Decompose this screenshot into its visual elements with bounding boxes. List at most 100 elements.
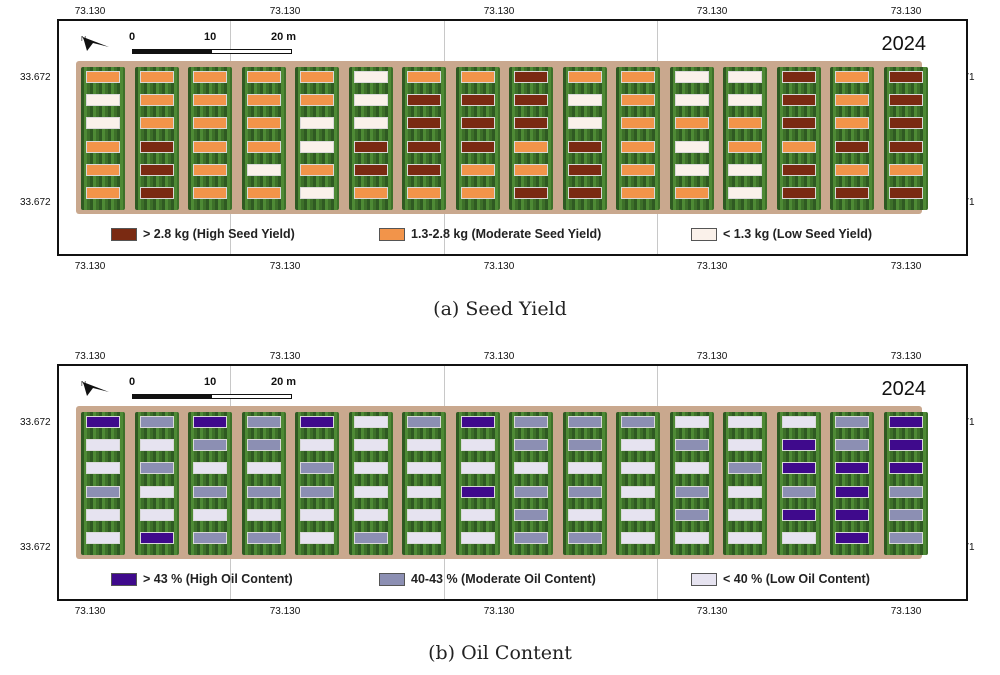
plot-cell xyxy=(353,485,388,498)
plot-cell xyxy=(567,71,602,83)
top-longitude-label: 73.130 xyxy=(890,6,922,17)
plot-cell xyxy=(300,532,334,544)
plot-cell xyxy=(407,416,441,428)
plot-column xyxy=(776,412,821,555)
plot-cell xyxy=(246,163,281,176)
plot-column xyxy=(348,412,393,555)
legend-label: > 43 % (High Oil Content) xyxy=(143,572,293,586)
map-frame: N 0 10 20 m 2024 > 43 % (High Oil Content) 40-… xyxy=(57,364,968,601)
plot-cell xyxy=(728,94,762,107)
caption-oil-content: (b) Oil Content xyxy=(428,642,572,664)
plot-cell xyxy=(567,416,602,428)
plot-cell xyxy=(835,94,869,107)
plot-cell xyxy=(139,71,174,83)
plot-column xyxy=(509,67,553,210)
legend-swatch xyxy=(379,227,405,241)
legend-item: 1.3-2.8 kg (Moderate Seed Yield) xyxy=(379,224,601,244)
plot-cell xyxy=(781,439,816,452)
plot-column xyxy=(81,412,125,555)
legend-swatch xyxy=(691,572,717,586)
plot-cell xyxy=(835,532,869,544)
plot-cell xyxy=(460,187,495,199)
plot-cell xyxy=(139,462,174,475)
plot-cell xyxy=(567,94,602,107)
plot-cell xyxy=(300,117,334,130)
plot-cell xyxy=(407,508,441,521)
plot-cell xyxy=(193,94,227,107)
plot-cell xyxy=(460,462,495,475)
plot-column xyxy=(883,412,928,555)
scale-label: 10 xyxy=(204,31,217,43)
legend-label: < 1.3 kg (Low Seed Yield) xyxy=(723,227,873,241)
plot-cell xyxy=(888,508,923,521)
plot-cell xyxy=(407,140,441,153)
year-label: 2024 xyxy=(881,378,927,400)
plot-cell xyxy=(353,94,388,107)
plot-cell xyxy=(835,485,869,498)
plot-cell xyxy=(621,416,655,428)
plot-cell xyxy=(621,485,655,498)
scale-label: 20 m xyxy=(271,31,297,43)
plot-cell xyxy=(460,94,495,107)
legend-item: > 2.8 kg (High Seed Yield) xyxy=(111,224,295,244)
bottom-longitude-label: 73.130 xyxy=(696,606,728,617)
plot-cell xyxy=(246,140,281,153)
plot-cell xyxy=(407,187,441,199)
plot-cell xyxy=(835,140,869,153)
scale-bar-graphic xyxy=(132,394,292,399)
plot-cell xyxy=(353,508,388,521)
plot-cell xyxy=(728,532,762,544)
plot-cell xyxy=(781,532,816,544)
plot-column xyxy=(723,67,767,210)
left-latitude-label: 33.672 xyxy=(20,72,51,83)
plot-cell xyxy=(567,532,602,544)
plot-cell xyxy=(728,140,762,153)
plot-cell xyxy=(781,416,816,428)
plot-column xyxy=(723,412,767,555)
plot-cell xyxy=(246,532,281,544)
plot-cell xyxy=(193,187,227,199)
plot-column xyxy=(134,412,179,555)
plot-column xyxy=(776,67,821,210)
plot-cell xyxy=(835,71,869,83)
plot-cell xyxy=(139,532,174,544)
plot-cell xyxy=(86,94,120,107)
plot-cell xyxy=(86,117,120,130)
plot-cell xyxy=(781,117,816,130)
plot-cell xyxy=(781,187,816,199)
top-longitude-label: 73.130 xyxy=(483,351,515,362)
plot-cell xyxy=(621,71,655,83)
plot-column xyxy=(402,67,446,210)
plot-cell xyxy=(567,140,602,153)
legend-item: 40-43 % (Moderate Oil Content) xyxy=(379,569,596,589)
plot-cell xyxy=(139,439,174,452)
plot-cell xyxy=(86,485,120,498)
plot-cell xyxy=(835,462,869,475)
plot-cell xyxy=(728,462,762,475)
plot-cell xyxy=(728,187,762,199)
plot-cell xyxy=(353,416,388,428)
plot-cell xyxy=(407,462,441,475)
plot-cell xyxy=(246,71,281,83)
plot-cell xyxy=(246,117,281,130)
plot-cell xyxy=(300,439,334,452)
plot-column xyxy=(669,67,714,210)
plot-cell xyxy=(514,117,548,130)
bottom-longitude-label: 73.130 xyxy=(74,606,106,617)
plot-cell xyxy=(835,416,869,428)
plot-cell xyxy=(514,163,548,176)
plot-column xyxy=(830,412,874,555)
bottom-longitude-label: 73.130 xyxy=(890,261,922,272)
plot-cell xyxy=(407,117,441,130)
plot-cell xyxy=(674,140,709,153)
plot-cell xyxy=(514,532,548,544)
north-arrow-icon: N xyxy=(81,381,109,396)
plot-cell xyxy=(460,416,495,428)
plot-cell xyxy=(835,508,869,521)
plot-cell xyxy=(621,532,655,544)
plot-column xyxy=(188,412,232,555)
plot-cell xyxy=(728,117,762,130)
plot-cell xyxy=(835,439,869,452)
plot-cell xyxy=(514,94,548,107)
plot-cell xyxy=(246,462,281,475)
